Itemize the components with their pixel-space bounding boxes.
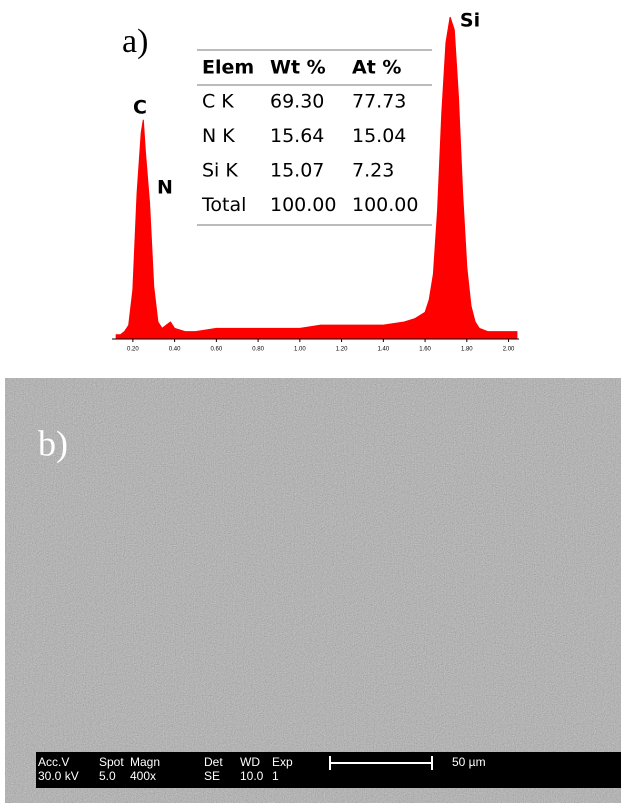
- x-tick-label: 0.80: [252, 347, 264, 353]
- databar-text: SE: [204, 769, 220, 783]
- table-header: Wt %: [270, 57, 326, 79]
- x-tick-label: 0.20: [127, 347, 139, 353]
- databar-text: Magn: [130, 755, 160, 769]
- spectrum: [115, 16, 518, 339]
- x-tick-label: 1.40: [377, 347, 389, 353]
- databar-text: 5.0: [99, 769, 116, 783]
- peak-label: Si: [460, 10, 480, 32]
- x-tick-label: 0.40: [169, 347, 181, 353]
- databar-text: 400x: [130, 769, 156, 783]
- x-tick-label: 2.00: [503, 347, 515, 353]
- table-header: Elem: [202, 57, 254, 79]
- table-header: At %: [352, 57, 401, 79]
- table-cell: 15.04: [352, 125, 406, 147]
- table-cell: 100.00: [352, 194, 418, 216]
- scale-label: 50 µm: [452, 755, 486, 769]
- databar-text: 10.0: [240, 769, 264, 783]
- databar-text: WD: [240, 755, 260, 769]
- table-cell: Si K: [202, 160, 238, 182]
- x-tick-label: 1.60: [419, 347, 431, 353]
- x-tick-label: 1.00: [294, 347, 306, 353]
- table-cell: Total: [201, 194, 246, 216]
- table-cell: 15.64: [270, 125, 324, 147]
- table-cell: N K: [202, 125, 235, 147]
- panel-label: b): [38, 423, 68, 463]
- table-cell: 15.07: [270, 160, 324, 182]
- databar-text: Det: [204, 755, 223, 769]
- sem-image: [5, 378, 621, 803]
- x-tick-label: 1.80: [461, 347, 473, 353]
- table-cell: 100.00: [270, 194, 336, 216]
- databar-text: Exp: [272, 755, 293, 769]
- databar-text: 30.0 kV: [38, 769, 79, 783]
- databar-text: 1: [272, 769, 279, 783]
- table-cell: C K: [202, 91, 234, 113]
- peak-label: N: [157, 177, 173, 199]
- x-tick-label: 1.20: [336, 347, 348, 353]
- databar-text: Acc.V: [38, 755, 69, 769]
- peak-label: C: [133, 97, 147, 119]
- panel-label: a): [122, 23, 148, 60]
- databar: [36, 752, 621, 788]
- table-cell: 69.30: [270, 91, 324, 113]
- table-cell: 77.73: [352, 91, 406, 113]
- databar-text: Spot: [99, 755, 124, 769]
- x-tick-label: 0.60: [211, 347, 223, 353]
- table-cell: 7.23: [352, 160, 394, 182]
